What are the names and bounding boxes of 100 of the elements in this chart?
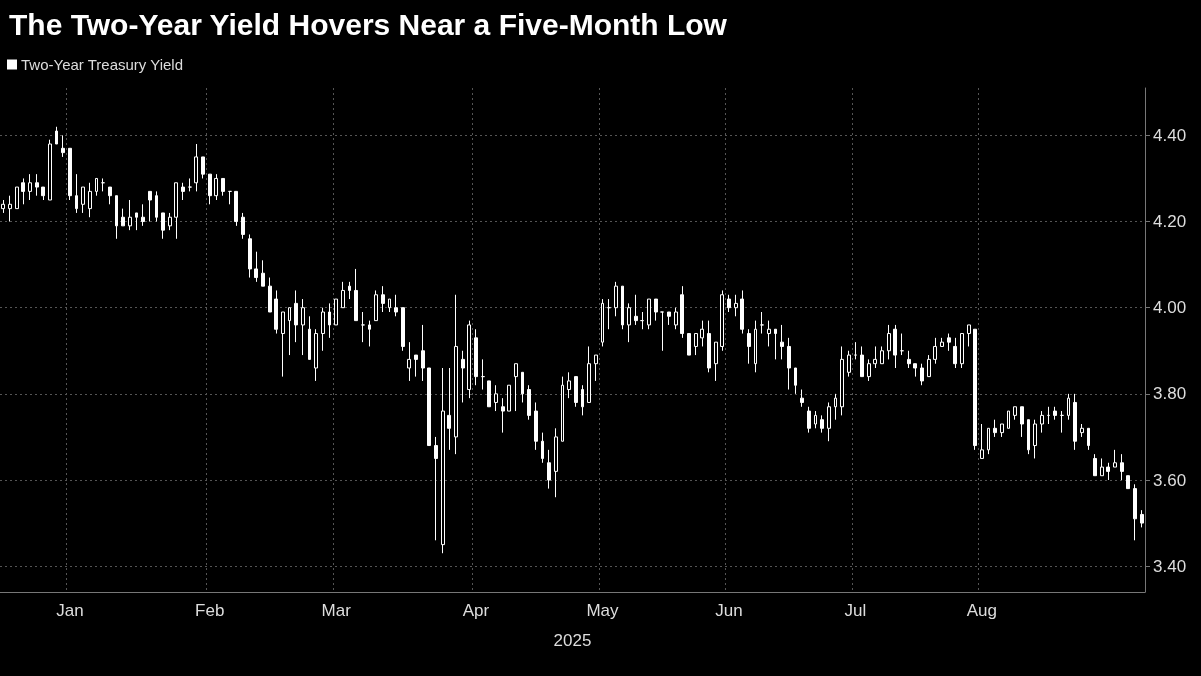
candlestick (953, 337, 957, 369)
candlestick (61, 134, 65, 158)
candlestick (893, 324, 897, 369)
candlestick (161, 212, 165, 240)
candlestick (421, 324, 425, 382)
candlestick (794, 367, 797, 395)
candlestick (301, 298, 305, 356)
candlestick (561, 376, 564, 442)
candlestick (321, 307, 325, 352)
candlestick (1073, 393, 1077, 451)
candlestick (740, 289, 744, 335)
candlestick (461, 350, 465, 403)
candlestick (41, 186, 45, 201)
x-tick-label: Mar (321, 601, 352, 620)
candlestick (840, 345, 844, 416)
candlestick (274, 289, 278, 335)
candlestick (1020, 406, 1024, 438)
candlestick (401, 307, 405, 352)
x-tick-label: Jun (715, 601, 743, 620)
candlestick (1080, 423, 1084, 438)
candlestick (727, 294, 731, 313)
candlestick (467, 320, 471, 399)
candlestick (148, 190, 152, 223)
x-tick-label: Apr (462, 601, 490, 620)
candlestick (554, 427, 558, 498)
candlestick (394, 294, 398, 317)
x-tick-label: May (586, 601, 620, 620)
candlestick (1087, 427, 1090, 451)
candlestick (667, 311, 671, 326)
candlestick (567, 371, 571, 399)
candlestick (967, 324, 971, 347)
x-tick-label: Jul (844, 601, 867, 620)
candlestick (141, 203, 145, 227)
candlestick (35, 173, 39, 197)
candlestick (427, 367, 431, 447)
candlestick (720, 289, 724, 352)
candlestick (501, 397, 505, 434)
candlestick (487, 380, 491, 408)
candlestick (81, 186, 85, 214)
x-axis-title: 2025 (553, 631, 592, 650)
candlestick (774, 328, 777, 360)
candlestick (1093, 453, 1097, 477)
candlestick (634, 294, 638, 326)
candlestick (1060, 410, 1064, 434)
candlestick (8, 195, 12, 223)
candlestick (474, 328, 478, 386)
candlestick (414, 354, 418, 378)
candlestick (21, 177, 25, 205)
candlestick (381, 285, 385, 313)
candlestick (481, 358, 485, 391)
candlestick (1027, 419, 1030, 455)
candlestick (168, 212, 172, 231)
candlestick (1007, 410, 1010, 429)
candlestick (767, 320, 771, 347)
candlestick (980, 423, 984, 459)
candlestick (254, 251, 258, 283)
candlestick (647, 298, 651, 330)
candlestick (707, 320, 711, 373)
candlestick (534, 401, 538, 451)
candlestick (354, 268, 358, 322)
candlestick (660, 311, 664, 352)
candlestick (880, 345, 884, 365)
candlestick (1, 199, 5, 214)
candlestick (108, 186, 112, 205)
candlestick (814, 410, 817, 429)
candlestick (960, 333, 964, 369)
candlestick (760, 311, 764, 335)
y-tick-label: 3.60 (1153, 470, 1187, 490)
candlestick (194, 143, 198, 192)
candlestick (1140, 509, 1144, 528)
candlestick (128, 199, 132, 231)
candlestick (507, 384, 511, 412)
candlestick (654, 298, 658, 322)
candlestick (294, 289, 298, 343)
candlestick (1120, 453, 1124, 481)
y-tick-label: 4.40 (1153, 125, 1187, 145)
candlestick (328, 302, 331, 339)
candlestick (268, 277, 272, 313)
candlestick (694, 333, 698, 356)
candlestick (900, 333, 904, 356)
candlestick (800, 389, 804, 408)
candlestick (314, 328, 318, 382)
candlestick (527, 384, 531, 421)
candlestick (1133, 483, 1137, 541)
candlestick (15, 186, 19, 210)
candlestick (714, 341, 718, 382)
candlestick (947, 333, 951, 352)
y-tick-label: 4.20 (1153, 212, 1187, 232)
candlestick (1033, 419, 1037, 459)
candlestick (174, 182, 178, 240)
candlestick (700, 320, 704, 347)
candlestick (993, 419, 997, 438)
candlestick (734, 294, 738, 317)
candlestick (155, 190, 158, 223)
candlestick (388, 298, 391, 313)
chart-title: The Two-Year Yield Hovers Near a Five-Month Low (9, 7, 728, 41)
candlestick (68, 147, 72, 201)
candlestick (181, 182, 185, 201)
candlestick (1047, 406, 1050, 425)
candlestick (847, 350, 851, 378)
